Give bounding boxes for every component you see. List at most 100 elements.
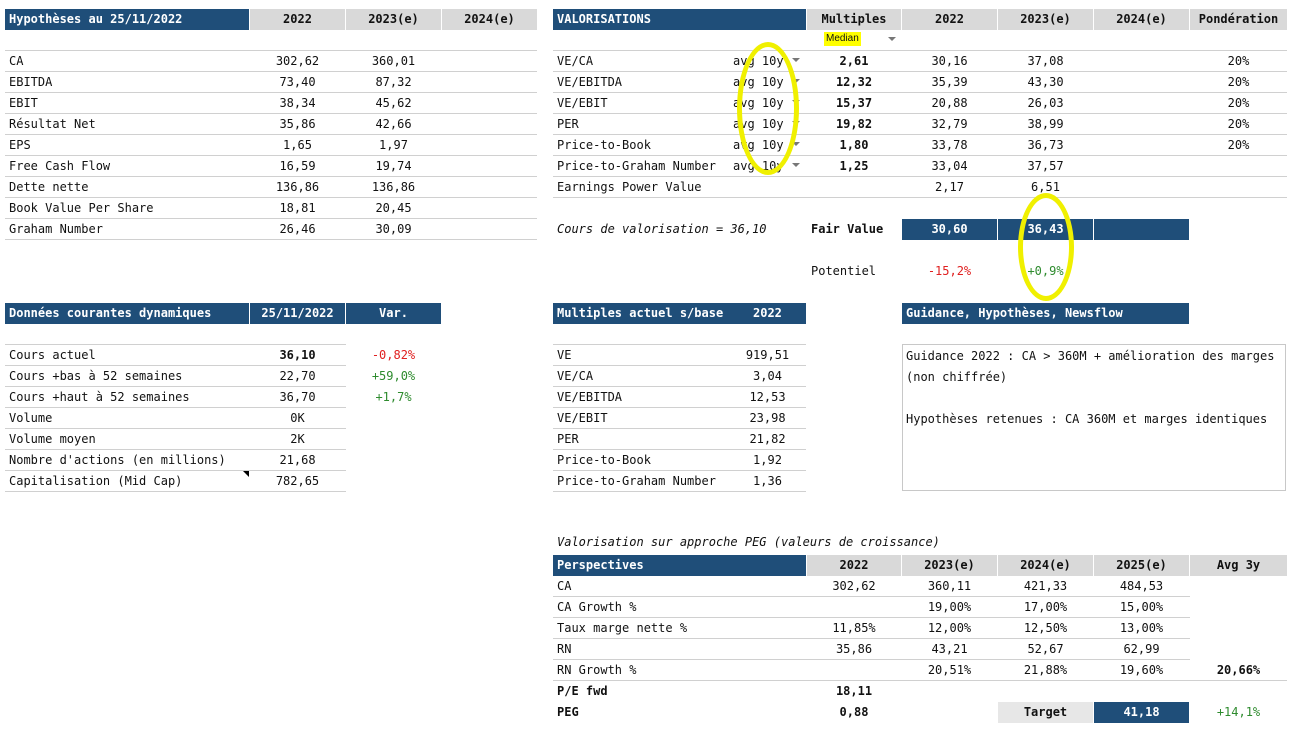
guidance-line-2: (non chiffrée) [906, 370, 1008, 384]
peg-col-2022: 2022 [807, 555, 901, 576]
peg-row-value: 12,00% [927, 621, 972, 635]
mult-row-label: VE/CA [557, 369, 594, 383]
row-divider [553, 71, 1287, 72]
row-divider [553, 449, 806, 450]
valo-row-ponderation [1190, 177, 1287, 198]
hyp-row-2023: 136,86 [371, 180, 416, 194]
valo-col-multiples: Multiples [807, 9, 901, 30]
peg-row-value [807, 597, 901, 618]
dyn-row-var: +59,0% [371, 369, 416, 383]
valo-row-multiple: 19,82 [835, 117, 873, 131]
hyp-row-2022: 302,62 [275, 54, 320, 68]
hyp-row-2022: 16,59 [279, 159, 316, 173]
comment-marker-icon [243, 471, 249, 477]
peg-row-label: CA Growth % [557, 600, 637, 614]
chevron-down-icon [792, 58, 800, 62]
valo-row-2022: 35,39 [931, 75, 968, 89]
row-divider [5, 134, 537, 135]
fair-value-label: Fair Value [811, 222, 884, 236]
dyn-row-value: 21,68 [279, 453, 316, 467]
valo-row-2023: 38,99 [1027, 117, 1064, 131]
guidance-textbox[interactable]: Guidance 2022 : CA > 360M + amélioration… [902, 344, 1286, 491]
peg-row-value: 21,88% [1023, 663, 1068, 677]
row-divider [553, 638, 1190, 639]
dyn-row-label: Cours actuel [9, 348, 96, 362]
peg-col-2023: 2023(e) [902, 555, 997, 576]
valo-row-ponderation: 20% [1227, 54, 1250, 68]
hyp-row-2023: 19,74 [375, 159, 412, 173]
mult-row-value: 21,82 [749, 432, 786, 446]
peg-label: PEG [557, 705, 579, 719]
valo-row-label: VE/EBIT [557, 96, 608, 110]
peg-row-value: 20,51% [927, 663, 972, 677]
valo-row-2022: 33,04 [931, 159, 968, 173]
dyn-row-label: Nombre d'actions (en millions) [9, 453, 226, 467]
hyp-row-2022: 1,65 [283, 138, 312, 152]
row-divider [553, 428, 806, 429]
row-divider [553, 365, 806, 366]
dyn-row-var: +1,7% [375, 390, 412, 404]
mult-year: 2022 [753, 306, 782, 320]
dyn-date: 25/11/2022 [250, 303, 345, 324]
highlight-circle-fair-value [1018, 193, 1074, 301]
mult-row-label: VE/EBIT [557, 411, 608, 425]
valo-row-multiple: 2,61 [839, 54, 869, 68]
dyn-row-value: 2K [290, 432, 305, 446]
mult-row-label: Price-to-Book [557, 453, 651, 467]
mult-row-label: PER [557, 432, 579, 446]
dyn-row-label: Volume [9, 411, 53, 425]
valo-row-2022: 30,16 [931, 54, 968, 68]
valo-title: VALORISATIONS [553, 9, 806, 30]
fair-value-2024 [1094, 219, 1189, 240]
pe-fwd-label: P/E fwd [557, 684, 608, 698]
peg-row-value: 19,00% [927, 600, 972, 614]
valo-row-multiple: 12,32 [835, 75, 873, 89]
row-divider [5, 491, 346, 492]
hyp-col-2023: 2023(e) [346, 9, 441, 30]
row-divider [5, 197, 537, 198]
row-divider [553, 659, 1190, 660]
row-divider [553, 680, 1287, 681]
hyp-row-label: Book Value Per Share [9, 201, 154, 215]
target-value: 41,18 [1094, 702, 1189, 723]
mult-title: Multiples actuel s/base [553, 303, 806, 324]
peg-row-value: 12,50% [1023, 621, 1068, 635]
hyp-row-label: EPS [9, 138, 31, 152]
valo-row-multiple: 1,25 [839, 159, 869, 173]
valo-row-label: Earnings Power Value [557, 180, 702, 194]
potentiel-label: Potentiel [811, 264, 877, 278]
peg-row-value: 13,00% [1119, 621, 1164, 635]
valo-col-2024: 2024(e) [1094, 9, 1189, 30]
dyn-row-value: 36,10 [279, 348, 316, 362]
peg-row-value: 52,67 [1027, 642, 1064, 656]
peg-row-value: 17,00% [1023, 600, 1068, 614]
highlight-circle-periods [737, 42, 799, 175]
peg-col-2025: 2025(e) [1094, 555, 1189, 576]
hyp-row-label: Résultat Net [9, 117, 96, 131]
hyp-row-2022: 26,46 [279, 222, 316, 236]
row-divider [553, 491, 806, 492]
peg-row-value: 360,11 [927, 579, 972, 593]
peg-row-value: 15,00% [1119, 600, 1164, 614]
peg-row-value: 302,62 [832, 579, 876, 593]
peg-row-value: 11,85% [832, 621, 876, 635]
peg-col-2024: 2024(e) [998, 555, 1093, 576]
row-divider [5, 365, 346, 366]
hyp-row-2023: 42,66 [375, 117, 412, 131]
peg-row-value: 421,33 [1023, 579, 1068, 593]
valo-row-2022: 33,78 [931, 138, 968, 152]
valo-row-ponderation [1190, 156, 1287, 177]
peg-row-value: 62,99 [1123, 642, 1160, 656]
row-divider [553, 155, 1287, 156]
median-dropdown[interactable]: Median [822, 31, 898, 49]
hyp-title: Hypothèses au 25/11/2022 [5, 9, 249, 30]
peg-row-value: 484,53 [1119, 579, 1164, 593]
valo-row-ponderation: 20% [1227, 117, 1250, 131]
hyp-row-label: CA [9, 54, 24, 68]
valo-row-ponderation: 20% [1227, 75, 1250, 89]
dyn-row-value: 36,70 [279, 390, 316, 404]
mult-row-value: 919,51 [745, 348, 790, 362]
valo-row-label: Price-to-Book [557, 138, 651, 152]
chevron-down-icon [792, 142, 800, 146]
hyp-col-2024: 2024(e) [442, 9, 537, 30]
